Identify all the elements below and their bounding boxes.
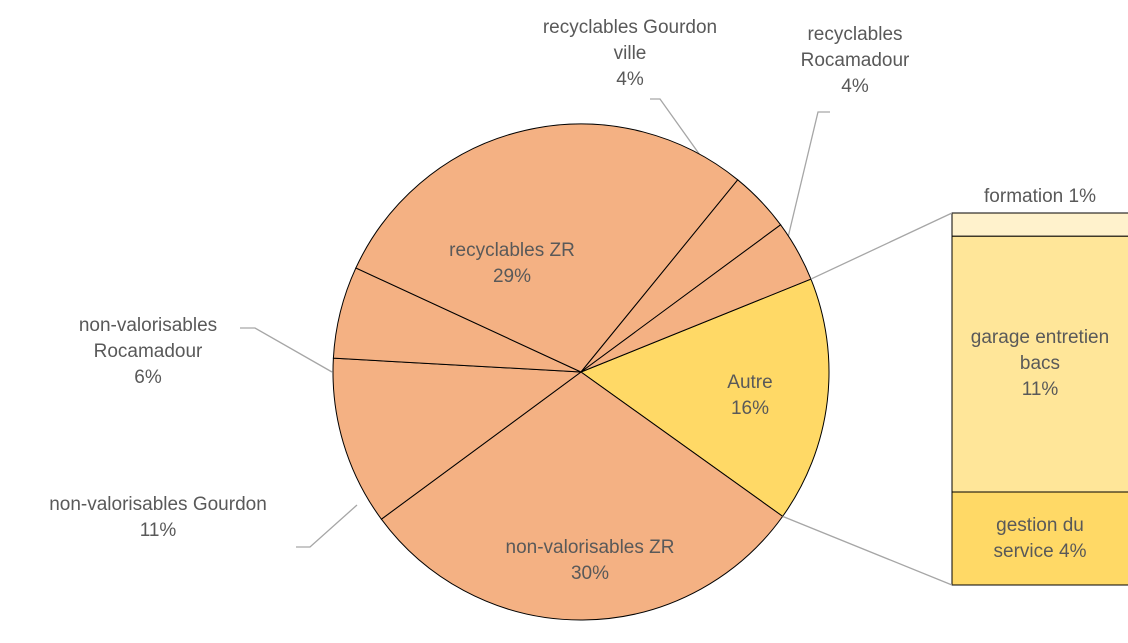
category-label: recyclables Gourdon ville [542, 17, 718, 64]
pie-slice [579, 278, 830, 518]
category-label: garage entretien bacs [970, 327, 1110, 375]
value-label: 1% [1068, 186, 1096, 207]
data-label: non-valorisables ZR 30% [460, 535, 720, 587]
data-label: formation 1% [940, 184, 1128, 210]
value-label: 11% [1021, 379, 1059, 401]
category-label: non-valorisables Rocamadour [78, 315, 218, 362]
pie-slice [380, 371, 784, 621]
category-label: recyclables ZR [449, 240, 575, 261]
bar-segment [951, 212, 1128, 237]
category-label: non-valorisables ZR [505, 537, 675, 558]
value-label: 4% [1059, 540, 1087, 562]
leader-line [784, 111, 830, 251]
data-label: non-valorisables Gourdon 11% [0, 492, 323, 544]
value-label: 30% [570, 563, 610, 584]
bar-segment [951, 491, 1128, 586]
value-label: 11% [139, 520, 177, 541]
value-label: 6% [134, 367, 162, 388]
category-label: gestion du service [993, 514, 1084, 562]
data-label: non-valorisables Rocamadour 6% [48, 313, 248, 391]
connector-line [810, 212, 953, 280]
value-label: 4% [841, 76, 869, 97]
data-label: recyclables Rocamadour 4% [790, 22, 920, 100]
pie-slice [332, 357, 583, 520]
value-label: 4% [616, 69, 644, 90]
value-label: 16% [730, 398, 770, 419]
pie-slice [355, 123, 739, 373]
data-label: garage entretien bacs 11% [955, 325, 1125, 403]
leader-line [296, 504, 358, 548]
category-label: Autre [727, 372, 773, 393]
value-label: 29% [492, 266, 532, 287]
category-label: non-valorisables Gourdon [49, 494, 267, 515]
connector-line [782, 515, 953, 586]
bar-segment [951, 235, 1128, 493]
data-label: gestion du service 4% [970, 513, 1110, 565]
data-label: recyclables ZR 29% [402, 238, 622, 290]
category-label: formation [984, 186, 1064, 207]
category-label: recyclables Rocamadour [800, 24, 910, 71]
leader-line [240, 327, 333, 373]
data-label: recyclables Gourdon ville 4% [530, 15, 730, 93]
data-label: Autre 16% [690, 370, 810, 422]
